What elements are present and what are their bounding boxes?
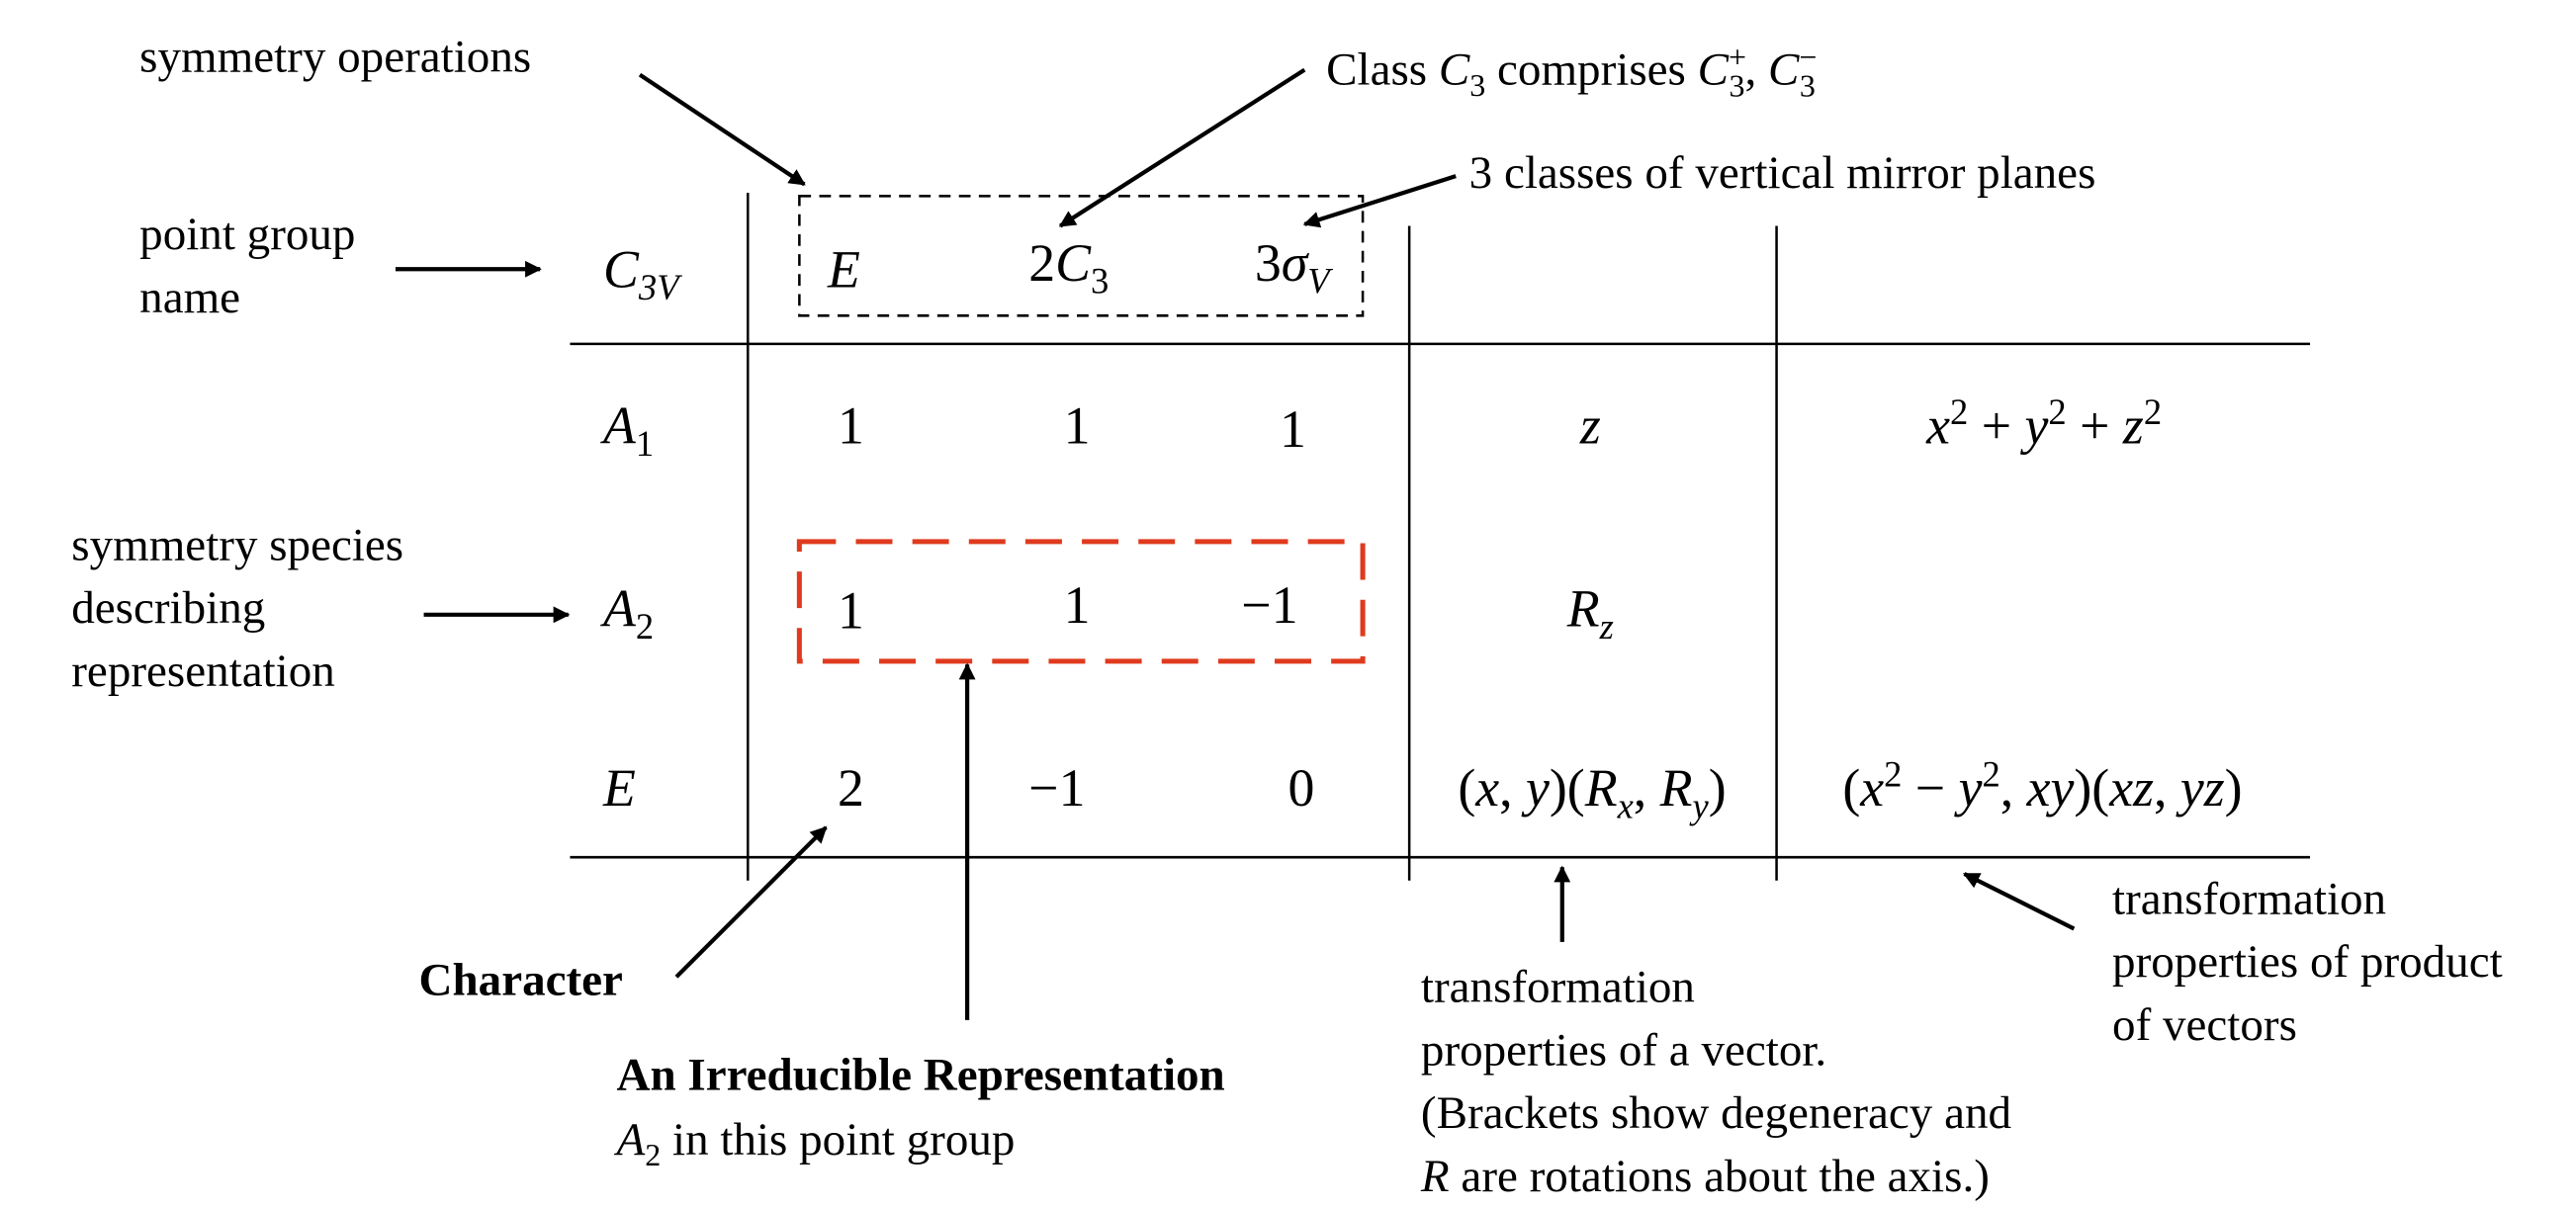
rotation-symbol: R — [1420, 1151, 1450, 1203]
char-a1-sv: 1 — [1280, 398, 1306, 459]
label-character: Character — [418, 955, 623, 1007]
op-c3: 2C3 — [1028, 232, 1110, 302]
linear-e: (x, y)(Rx, Ry) — [1458, 757, 1727, 826]
point-group-symbol: C3V — [603, 239, 679, 308]
linear-a2: Rz — [1566, 577, 1614, 648]
label-class-c3: Class C3 comprises C+3, C−3 — [1326, 41, 1818, 105]
irrep-dashed-box — [796, 539, 1366, 664]
quadratic-e: (x2 − y2, xy)(xz, yz) — [1842, 754, 2243, 818]
arrow-character — [674, 825, 828, 979]
species-e: E — [603, 757, 636, 818]
char-e-sv: 0 — [1288, 757, 1315, 818]
char-a2-c3: 1 — [1063, 574, 1091, 635]
char-a2-e: 1 — [838, 579, 864, 641]
label-point-group-name: point group name — [139, 209, 356, 324]
label-symmetry-operations: symmetry operations — [139, 31, 532, 84]
arrow-mirror-planes — [1302, 174, 1457, 228]
operations-dashed-box — [798, 195, 1365, 317]
arrow-product-props — [1962, 872, 2076, 931]
op-sigma-v: 3σV — [1254, 232, 1330, 302]
label-irrep-title: An Irreducible Representation — [616, 1050, 1225, 1102]
species-a2: A2 — [603, 577, 655, 648]
species-a1: A1 — [603, 394, 655, 465]
arrow-symmetry-operations — [638, 72, 806, 187]
quadratic-a1: x2 + y2 + z2 — [1926, 392, 2163, 456]
char-a1-c3: 1 — [1063, 394, 1091, 456]
char-a1-e: 1 — [838, 394, 864, 456]
label-mirror-planes: 3 classes of vertical mirror planes — [1468, 147, 2096, 200]
label-vector-props: transformation properties of a vector. (… — [1420, 962, 2012, 1203]
linear-a1: z — [1579, 394, 1601, 456]
label-symmetry-species: symmetry species describing representati… — [71, 520, 404, 698]
arrow-class-c3 — [1058, 67, 1306, 228]
label-irrep-sub: A2 in this point group — [616, 1114, 1016, 1174]
char-e-e: 2 — [838, 757, 864, 818]
label-product-props: transformation properties of product of … — [2112, 873, 2503, 1052]
char-a2-sv: −1 — [1241, 574, 1298, 635]
char-e-c3: −1 — [1028, 757, 1086, 818]
op-identity: E — [827, 239, 860, 300]
